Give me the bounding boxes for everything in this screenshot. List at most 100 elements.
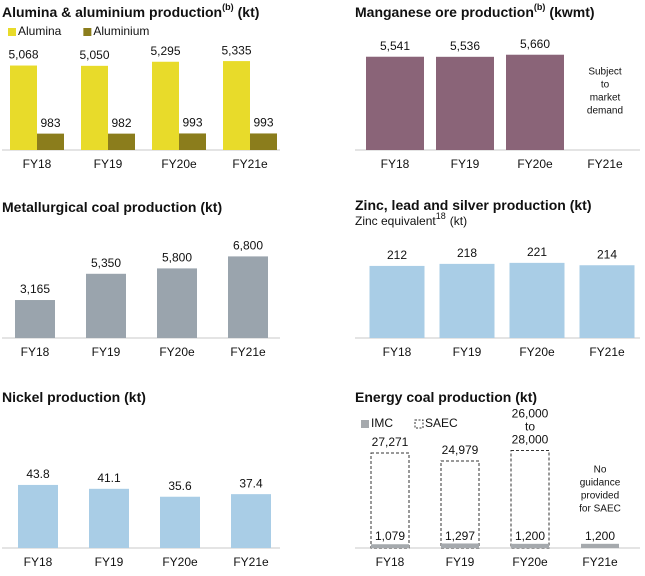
- x-tick-label: FY21e: [582, 555, 618, 569]
- bar: [581, 543, 619, 548]
- bar: [440, 460, 480, 549]
- value-label: 1,200: [515, 529, 545, 543]
- value-label: 983: [40, 116, 60, 130]
- value-label: 993: [182, 116, 202, 130]
- bar: [81, 65, 108, 150]
- value-label: 1,200: [585, 529, 615, 543]
- x-tick-label: FY20e: [512, 555, 548, 569]
- chart-subtitle-part: Zinc equivalent: [355, 214, 436, 228]
- value-label: 26,000: [512, 407, 549, 421]
- value-label: 5,541: [380, 39, 410, 53]
- chart-subtitle-part: (kt): [450, 214, 467, 228]
- value-label: 982: [111, 116, 131, 130]
- value-label: 221: [527, 245, 547, 259]
- value-label: 28,000: [512, 433, 549, 447]
- chart-title: Zinc, lead and silver production (kt): [355, 197, 591, 213]
- bar: [37, 133, 64, 150]
- bar: [436, 56, 494, 150]
- x-tick-label: FY21e: [233, 555, 269, 569]
- x-tick-label: FY19: [94, 157, 123, 171]
- bar: [223, 61, 250, 151]
- chart-title-part: (b): [222, 2, 234, 12]
- legend-label: IMC: [371, 416, 393, 430]
- value-label: 3,165: [20, 282, 50, 296]
- chart-title: Nickel production (kt): [2, 389, 146, 405]
- legend-label: Alumina: [18, 24, 62, 38]
- chart-subtitle-part: 18: [436, 211, 446, 221]
- x-tick-label: FY18: [376, 555, 405, 569]
- legend-swatch: [414, 419, 424, 429]
- value-label: 43.8: [26, 467, 50, 481]
- bar: [579, 265, 635, 338]
- x-tick-label: FY20e: [162, 555, 198, 569]
- value-label: 5,335: [221, 43, 251, 57]
- bar: [369, 265, 425, 338]
- x-tick-label: FY18: [24, 555, 53, 569]
- bar: [511, 543, 549, 548]
- x-tick-label: FY19: [453, 345, 482, 359]
- value-label: 5,800: [162, 251, 192, 265]
- value-label: 1,297: [445, 529, 475, 543]
- bar: [366, 56, 424, 150]
- x-tick-label: FY20e: [159, 345, 195, 359]
- bar: [506, 54, 564, 151]
- annotation: No: [594, 465, 607, 476]
- bar: [10, 65, 37, 150]
- annotation: market: [590, 93, 621, 104]
- value-label: 1,079: [375, 529, 405, 543]
- annotation: for SAEC: [579, 504, 621, 515]
- value-label: 35.6: [168, 479, 192, 493]
- chart-title-part: Metallurgical coal production (kt): [2, 199, 222, 215]
- x-tick-label: FY21e: [232, 157, 268, 171]
- chart-subtitle: Zinc equivalent18 (kt): [355, 211, 467, 228]
- value-label: 24,979: [442, 443, 479, 457]
- chart-title: Manganese ore production(b) (kwmt): [355, 2, 595, 19]
- chart-title: Metallurgical coal production (kt): [2, 199, 222, 215]
- value-label: 5,350: [91, 256, 121, 270]
- bar: [157, 268, 197, 338]
- value-label: 5,050: [79, 48, 109, 62]
- chart-title-part: Energy coal production (kt): [355, 389, 537, 405]
- legend-swatch: [8, 28, 16, 36]
- x-tick-label: FY18: [383, 345, 412, 359]
- bar: [231, 494, 271, 548]
- chart-title-part: Manganese ore production: [355, 4, 534, 20]
- bar: [250, 133, 277, 150]
- legend-swatch: [361, 420, 369, 428]
- bar: [510, 449, 550, 549]
- x-tick-label: FY19: [95, 555, 124, 569]
- x-tick-label: FY19: [92, 345, 121, 359]
- x-tick-label: FY20e: [517, 157, 553, 171]
- value-label: 37.4: [239, 476, 263, 490]
- bar: [160, 496, 200, 548]
- value-label: 5,068: [8, 48, 38, 62]
- chart-title-part: (kwmt): [549, 4, 594, 20]
- bar: [89, 488, 129, 548]
- chart-title-part: Nickel production (kt): [2, 389, 146, 405]
- bar: [86, 273, 126, 338]
- annotation: guidance: [580, 478, 621, 489]
- bar: [18, 484, 58, 548]
- chart-title-part: (kt): [238, 4, 260, 20]
- value-label: 214: [597, 247, 617, 261]
- x-tick-label: FY19: [446, 555, 475, 569]
- value-label: 5,295: [150, 44, 180, 58]
- x-tick-label: FY21e: [230, 345, 266, 359]
- x-tick-label: FY20e: [161, 157, 197, 171]
- annotation: to: [601, 80, 610, 91]
- value-label: 41.1: [97, 471, 121, 485]
- legend-swatch: [83, 28, 92, 36]
- x-tick-label: FY21e: [587, 157, 623, 171]
- bar: [228, 256, 268, 338]
- chart-title-part: Alumina & aluminium production: [2, 4, 222, 20]
- value-label: 218: [457, 246, 477, 260]
- value-label: 5,536: [450, 39, 480, 53]
- value-label: to: [525, 420, 535, 434]
- annotation: demand: [587, 106, 623, 117]
- chart-title: Energy coal production (kt): [355, 389, 537, 405]
- chart-title-part: (b): [534, 2, 546, 12]
- x-tick-label: FY21e: [589, 345, 625, 359]
- bar: [509, 262, 565, 338]
- annotation: Subject: [588, 67, 622, 78]
- annotation: provided: [581, 491, 619, 502]
